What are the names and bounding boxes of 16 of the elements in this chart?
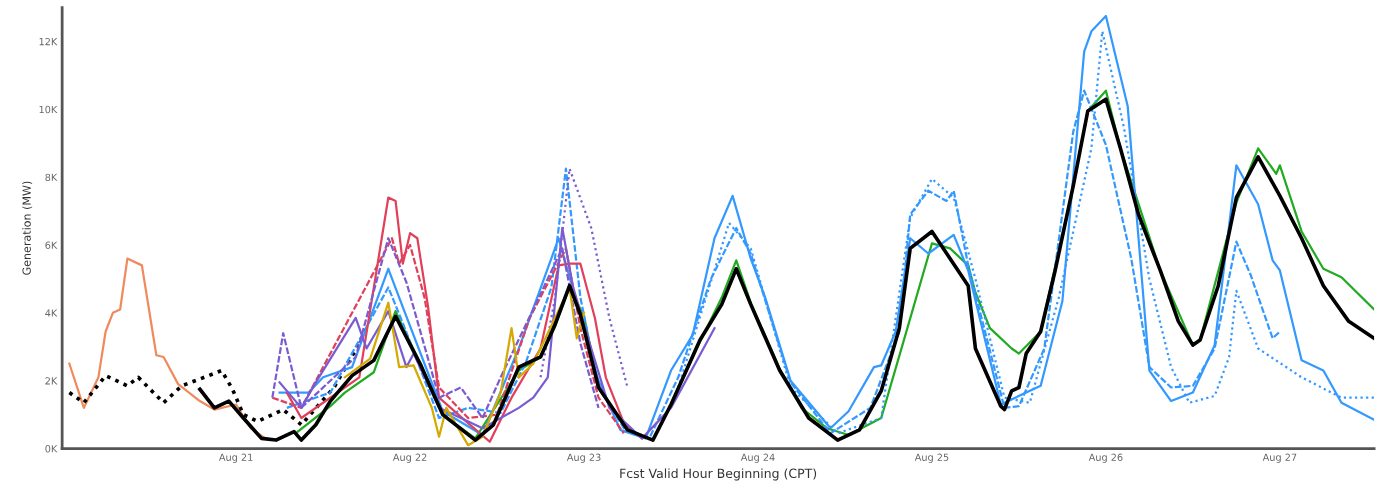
y-tick-label: 8K: [45, 173, 58, 182]
y-axis-title: Generation (MW): [22, 181, 33, 275]
x-tick-label: Aug 26: [1088, 453, 1123, 463]
y-tick-label: 12K: [39, 37, 58, 46]
x-tick-label: Aug 22: [392, 453, 427, 463]
x-axis-title: Fcst Valid Hour Beginning (CPT): [620, 468, 817, 481]
y-tick-label: 0K: [45, 445, 58, 453]
y-tick-label: 2K: [45, 377, 58, 385]
x-tick-label: Aug 27: [1262, 453, 1297, 463]
x-tick-label: Aug 24: [740, 453, 775, 463]
x-tick-label: Aug 21: [218, 453, 253, 463]
x-tick-label: Aug 23: [566, 453, 601, 463]
y-tick-label: 6K: [45, 241, 58, 249]
y-tick-label: 4K: [45, 309, 58, 317]
y-tick-label: 10K: [39, 105, 58, 114]
x-tick-label: Aug 25: [914, 453, 949, 463]
